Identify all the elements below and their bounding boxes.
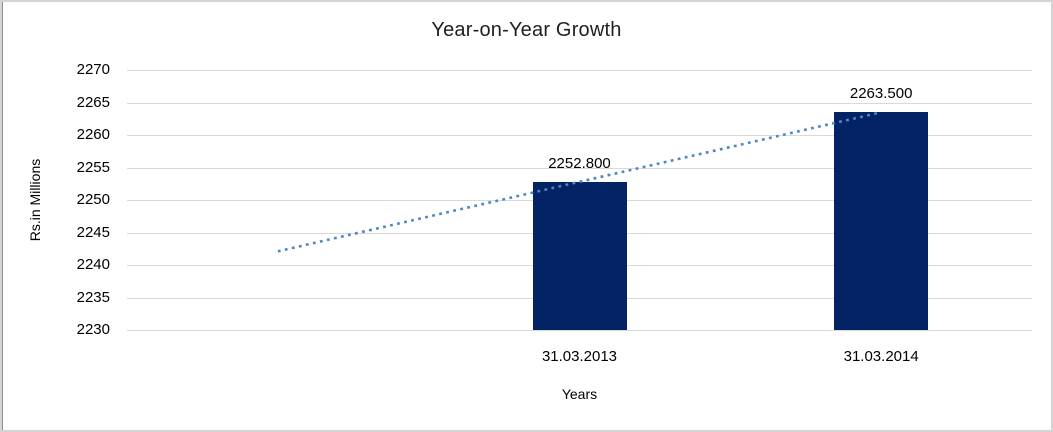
y-tick-label: 2265	[76, 93, 110, 111]
y-tick-label: 2230	[76, 321, 110, 338]
bar	[834, 112, 929, 330]
y-tick-label: 2255	[76, 158, 110, 176]
x-tick-label: 31.03.2014	[843, 348, 919, 365]
bar	[532, 181, 627, 330]
x-axis-title: Years	[561, 386, 598, 402]
gridline	[127, 70, 1032, 71]
y-tick-label: 2240	[76, 256, 110, 273]
y-axis-title: Rs.in Millions	[27, 158, 43, 242]
bar-value-label: 2263.500	[849, 85, 913, 103]
y-tick-label: 2235	[76, 288, 110, 306]
chart-left-border	[2, 2, 3, 430]
chart-title: Year-on-Year Growth	[431, 19, 622, 41]
bar-value-label: 2252.800	[548, 154, 611, 172]
y-tick-label: 2250	[76, 191, 110, 208]
y-tick-label: 2260	[76, 126, 110, 143]
x-tick-label: 31.03.2013	[541, 348, 618, 365]
y-tick-label: 2245	[76, 223, 110, 241]
gridline	[127, 102, 1032, 104]
gridline	[127, 330, 1032, 331]
y-tick-label: 2270	[76, 61, 110, 78]
